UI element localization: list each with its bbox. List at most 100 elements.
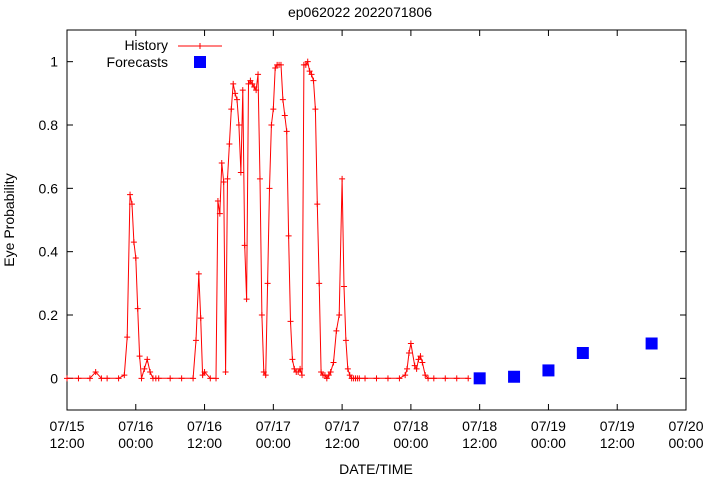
history-point (330, 359, 337, 366)
history-point (253, 87, 260, 94)
history-point (264, 280, 271, 287)
history-point (218, 160, 225, 166)
history-point (425, 375, 432, 382)
history-point (287, 318, 294, 325)
history-point (297, 365, 304, 372)
history-point (277, 61, 284, 68)
history-point (402, 372, 409, 379)
x-axis: 07/1512:0007/1600:0007/1612:0007/1700:00… (49, 30, 704, 451)
history-point (190, 375, 197, 382)
history-point (138, 375, 145, 382)
history-point (336, 312, 343, 318)
history-point (136, 353, 143, 360)
history-point (86, 375, 93, 382)
x-tick-label-date: 07/15 (49, 418, 84, 434)
history-point (396, 375, 403, 382)
history-point (442, 375, 449, 382)
history-point (141, 365, 148, 372)
history-point (341, 283, 348, 290)
history-point (237, 169, 244, 176)
x-tick-label-time: 12:00 (187, 435, 222, 451)
history-point (124, 334, 131, 341)
history-point (342, 337, 349, 344)
history-point (127, 191, 134, 198)
history-point (285, 232, 292, 239)
legend-sample-history (178, 43, 222, 49)
history-point (302, 61, 309, 68)
series-forecasts (473, 337, 658, 385)
history-point (312, 106, 319, 113)
history-point (251, 84, 258, 90)
history-point (415, 356, 422, 363)
history-point (295, 369, 302, 375)
x-tick-label-time: 00:00 (118, 435, 153, 451)
y-axis: 0 0.2 0.4 0.6 0.8 1 (39, 54, 686, 386)
history-point (178, 375, 185, 382)
history-point (314, 201, 321, 208)
forecast-point (473, 372, 486, 385)
x-tick-label-time: 12:00 (49, 435, 84, 451)
history-point (339, 175, 346, 182)
history-point (222, 369, 229, 375)
legend-forecasts-marker (194, 56, 206, 68)
history-point (132, 255, 139, 261)
forecast-point (508, 370, 521, 383)
history-point (419, 359, 426, 366)
history-point (228, 106, 235, 113)
x-tick-label-time: 12:00 (462, 435, 497, 451)
x-tick-label-time: 00:00 (256, 435, 291, 451)
plot-border (66, 29, 687, 411)
history-point (289, 356, 296, 363)
history-point (130, 239, 137, 246)
history-point (216, 210, 223, 217)
history-point (318, 369, 325, 375)
legend-sample-forecasts (194, 56, 206, 68)
history-point (453, 375, 460, 382)
history-point (243, 296, 250, 303)
history-point (404, 365, 411, 372)
history-point (346, 372, 353, 379)
history-point (115, 375, 122, 382)
history-point (258, 312, 265, 318)
history-point (220, 179, 227, 185)
x-tick-label-date: 07/19 (600, 418, 635, 434)
history-point (235, 122, 242, 128)
legend-label-forecasts: Forecasts (107, 54, 168, 70)
history-point (316, 280, 323, 287)
x-tick-label-time: 00:00 (393, 435, 428, 451)
history-point (465, 375, 472, 382)
history-point (247, 77, 254, 84)
history-point (268, 122, 275, 128)
history-point (255, 71, 262, 78)
history-point (306, 68, 313, 75)
history-point (407, 340, 414, 347)
history-point (430, 375, 437, 382)
history-point (413, 365, 420, 372)
history-point (422, 372, 429, 379)
history-point (207, 375, 214, 382)
history-point (291, 365, 298, 372)
history-point (344, 365, 351, 372)
history-point (327, 369, 334, 375)
x-tick-label-time: 00:00 (668, 435, 703, 451)
history-point (239, 87, 246, 94)
legend-label-history: History (124, 37, 168, 53)
history-point (270, 106, 277, 113)
history-point (234, 96, 241, 103)
y-tick-label: 0.2 (39, 307, 59, 323)
history-point (64, 375, 70, 382)
history-point (144, 356, 151, 363)
history-point (226, 141, 233, 147)
history-point (241, 242, 248, 249)
history-point (167, 375, 174, 382)
chart-title: ep062022 2022071806 (288, 4, 432, 20)
history-point (283, 128, 290, 135)
legend-history-marker (197, 43, 203, 49)
history-point (213, 375, 220, 382)
y-tick-label: 0 (50, 370, 58, 386)
history-point (298, 372, 305, 379)
history-point (417, 353, 424, 360)
history-point (262, 372, 269, 379)
x-tick-label-date: 07/18 (393, 418, 428, 434)
